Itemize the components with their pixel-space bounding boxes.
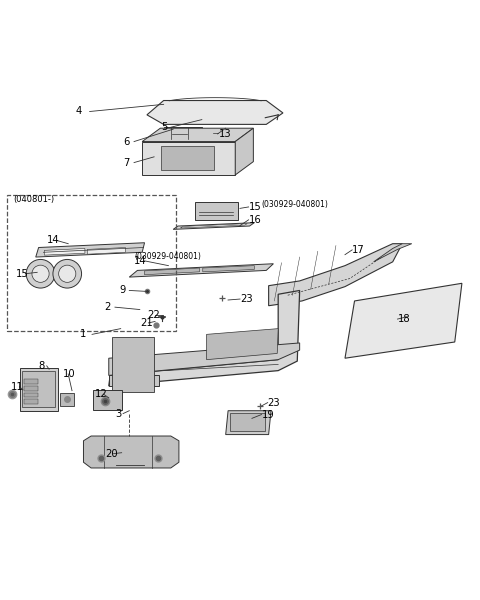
Bar (60, 392, 74, 406)
Text: 7: 7 (123, 158, 130, 167)
Polygon shape (142, 142, 235, 175)
Polygon shape (235, 128, 253, 175)
Polygon shape (144, 268, 199, 275)
Polygon shape (36, 243, 144, 257)
Text: 14: 14 (47, 235, 60, 245)
Polygon shape (87, 248, 125, 254)
Text: 10: 10 (62, 369, 75, 379)
Circle shape (26, 259, 55, 288)
Text: 9: 9 (120, 286, 126, 295)
Polygon shape (269, 244, 402, 306)
Text: 17: 17 (352, 245, 365, 255)
Circle shape (59, 265, 76, 283)
Text: (030929-040801): (030929-040801) (262, 200, 328, 209)
Bar (112, 337, 154, 392)
Polygon shape (203, 266, 254, 272)
Polygon shape (195, 202, 238, 220)
Polygon shape (109, 343, 300, 376)
Text: 13: 13 (218, 129, 231, 139)
Text: 11: 11 (11, 382, 24, 392)
Polygon shape (206, 329, 278, 359)
Bar (93, 390, 121, 410)
Polygon shape (109, 290, 300, 386)
Polygon shape (373, 244, 412, 262)
Bar (20, 368, 58, 411)
Text: 18: 18 (397, 314, 410, 324)
Text: 5: 5 (161, 122, 168, 132)
Bar (229, 413, 265, 431)
Text: 12: 12 (95, 389, 107, 400)
Text: 2: 2 (104, 302, 110, 312)
Polygon shape (345, 283, 462, 358)
Text: 4: 4 (75, 106, 82, 116)
Text: 8: 8 (38, 361, 45, 371)
Text: 14: 14 (134, 256, 147, 266)
Text: 19: 19 (262, 410, 274, 419)
Polygon shape (226, 411, 271, 434)
Polygon shape (164, 127, 202, 139)
Text: (030929-040801): (030929-040801) (134, 251, 201, 260)
Text: 22: 22 (147, 310, 160, 320)
Polygon shape (129, 264, 274, 277)
Bar (24, 399, 37, 404)
Bar (24, 386, 37, 391)
Polygon shape (180, 224, 247, 228)
Text: (040801-): (040801-) (13, 195, 54, 204)
Text: 23: 23 (240, 294, 252, 304)
Polygon shape (142, 128, 253, 142)
Text: 15: 15 (249, 202, 261, 212)
Bar (23, 371, 55, 407)
Polygon shape (84, 436, 179, 468)
Bar (24, 379, 37, 384)
Bar (211, 129, 220, 138)
Text: 3: 3 (115, 409, 121, 419)
Text: 6: 6 (123, 137, 130, 146)
Text: 15: 15 (16, 269, 28, 279)
Bar (7, 195, 176, 331)
Polygon shape (147, 101, 283, 124)
Text: 23: 23 (268, 398, 280, 407)
Polygon shape (44, 248, 85, 255)
Bar (24, 392, 37, 397)
Text: 16: 16 (249, 215, 261, 225)
Text: 1: 1 (80, 329, 86, 340)
Polygon shape (173, 223, 254, 229)
Text: 21: 21 (140, 318, 153, 328)
Circle shape (53, 259, 82, 288)
Polygon shape (161, 146, 214, 170)
Polygon shape (109, 376, 159, 386)
Circle shape (32, 265, 49, 283)
Text: 20: 20 (106, 449, 118, 458)
